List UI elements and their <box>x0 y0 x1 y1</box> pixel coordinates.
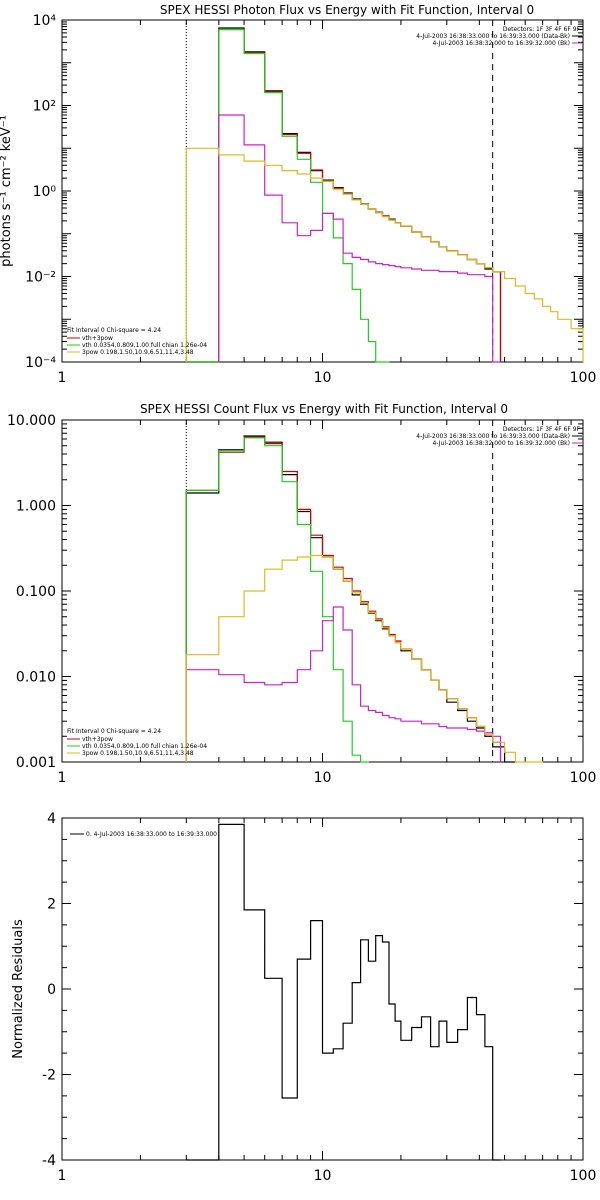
y-tick-label: 2 <box>47 897 56 913</box>
legend-entry: vth 0.0354,0.809,1.00 full chian 1.26e-0… <box>82 743 207 750</box>
count-flux-panel: SPEX HESSI Count Flux vs Energy with Fit… <box>7 402 596 786</box>
photon-flux-panel: SPEX HESSI Photon Flux vs Energy with Fi… <box>0 3 596 386</box>
y-axis-label: photons s⁻¹ cm⁻² keV⁻¹ <box>0 115 14 267</box>
series-line <box>185 606 502 762</box>
x-tick-label: 100 <box>570 370 597 386</box>
y-tick-label: 0.001 <box>16 755 56 771</box>
x-tick-label: 10 <box>314 1168 332 1184</box>
y-tick-label: 10⁴ <box>33 13 57 29</box>
series-line <box>185 554 544 763</box>
y-tick-label: 1.000 <box>16 499 56 515</box>
series-line <box>185 147 584 362</box>
y-tick-label: 10⁻² <box>25 270 56 286</box>
info-line: 4-Jul-2003 16:38:32.000 to 16:39:32.000 … <box>432 40 570 47</box>
legend: Fit Interval 0 Chi-square = 4.24 vth+3po… <box>67 327 207 356</box>
chart-title: SPEX HESSI Count Flux vs Energy with Fit… <box>140 402 508 416</box>
info-line: Detectors: 1F 3F 4F 6F 9F <box>503 426 581 433</box>
info-box: Detectors: 1F 3F 4F 6F 9F 4-Jul-2003 16:… <box>416 26 582 47</box>
legend: 0. 4-Jul-2003 16:38:33.000 to 16:39:33.0… <box>70 831 217 838</box>
legend-entry: 3pow 0.198,1.50,10.9,6.51,11.4,3.48 <box>82 349 194 356</box>
x-tick-label: 1 <box>58 770 67 786</box>
legend-entry: vth+3pow <box>82 736 113 743</box>
legend-entry: vth+3pow <box>82 335 113 342</box>
series-line <box>218 114 501 363</box>
y-axis-label: Normalized Residuals <box>11 919 26 1059</box>
legend-entry: 0. 4-Jul-2003 16:38:33.000 to 16:39:33.0… <box>86 831 217 838</box>
legend: Fit Interval 0 Chi-square = 4.24 vth+3po… <box>67 728 207 757</box>
residuals-panel: Normalized Residuals 1 10 100 -4 -2 0 2 4 0. 4-… <box>11 811 596 1184</box>
legend-entry: 3pow 0.198,1.50,10.9,6.51,11.4,3.48 <box>82 750 194 757</box>
x-tick-label: 100 <box>570 1168 597 1184</box>
y-tick-label: 0.100 <box>16 584 56 600</box>
series-line <box>186 823 501 1161</box>
series-line <box>186 28 502 363</box>
x-tick-label: 1 <box>58 1168 67 1184</box>
x-tick-label: 100 <box>570 770 597 786</box>
x-tick-label: 1 <box>58 370 67 386</box>
x-tick-label: 10 <box>314 770 332 786</box>
x-tick-label: 10 <box>314 370 332 386</box>
y-tick-label: 10² <box>33 99 56 115</box>
chart-title: SPEX HESSI Photon Flux vs Energy with Fi… <box>160 3 534 17</box>
y-tick-label: 4 <box>47 811 56 827</box>
y-tick-label: -4 <box>42 1153 56 1169</box>
info-line: 4-Jul-2003 16:38:33.000 to 16:39:33.000 … <box>416 33 570 40</box>
info-line: Detectors: 1F 3F 4F 6F 9F <box>503 26 581 33</box>
info-box: Detectors: 1F 3F 4F 6F 9F 4-Jul-2003 16:… <box>416 426 582 447</box>
info-line: 4-Jul-2003 16:38:33.000 to 16:39:33.000 … <box>416 433 570 440</box>
series-line <box>185 437 369 763</box>
y-tick-label: -2 <box>42 1068 56 1084</box>
legend-entry: vth 0.0354,0.809,1.00 full chian 1.26e-0… <box>82 342 207 349</box>
info-line: 4-Jul-2003 16:38:32.000 to 16:39:32.000 … <box>432 440 570 447</box>
series-line <box>186 28 390 363</box>
legend-title: Fit Interval 0 Chi-square = 4.24 <box>67 327 161 334</box>
y-tick-label: 0 <box>47 982 56 998</box>
y-tick-label: 0.010 <box>16 670 56 686</box>
y-tick-label: 10.000 <box>7 413 56 429</box>
legend-title: Fit Interval 0 Chi-square = 4.24 <box>67 728 161 735</box>
series-line <box>186 27 502 363</box>
y-tick-label: 10⁰ <box>33 184 57 200</box>
y-tick-label: 10⁻⁴ <box>25 355 56 371</box>
